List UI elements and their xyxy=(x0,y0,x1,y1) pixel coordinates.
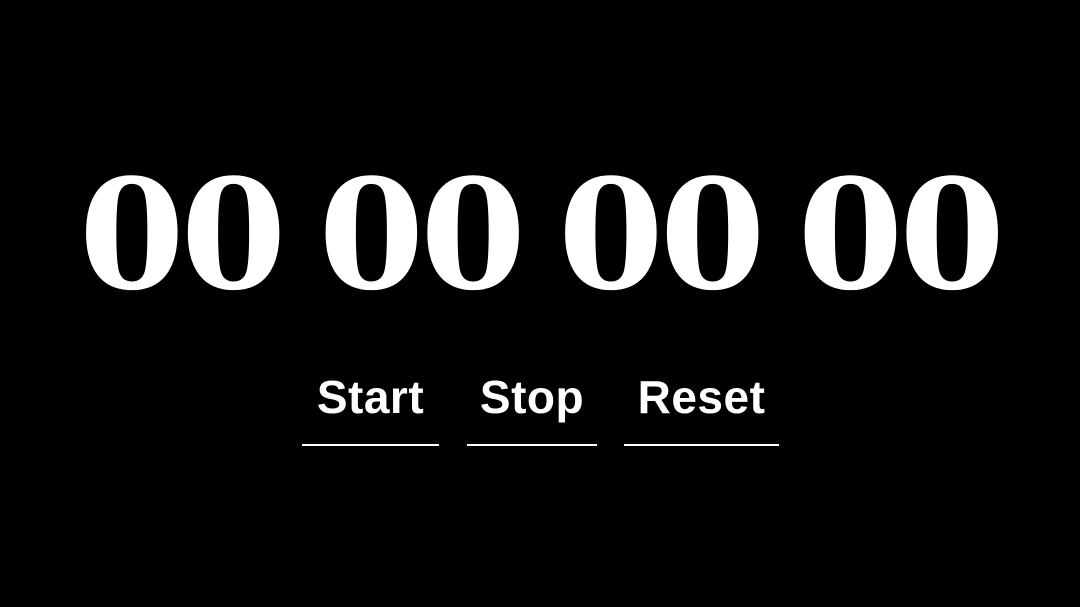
hours-digits: 00 xyxy=(78,145,287,324)
seconds-digits: 00 xyxy=(558,145,766,324)
centiseconds-digits: 00 xyxy=(797,145,1006,324)
control-buttons: Start Stop Reset xyxy=(302,368,779,446)
reset-button[interactable]: Reset xyxy=(624,368,779,446)
start-button[interactable]: Start xyxy=(302,368,439,446)
minutes-digits: 00 xyxy=(318,145,526,324)
stop-button[interactable]: Stop xyxy=(467,368,597,446)
time-display: 00 00 00 00 xyxy=(0,140,1080,330)
